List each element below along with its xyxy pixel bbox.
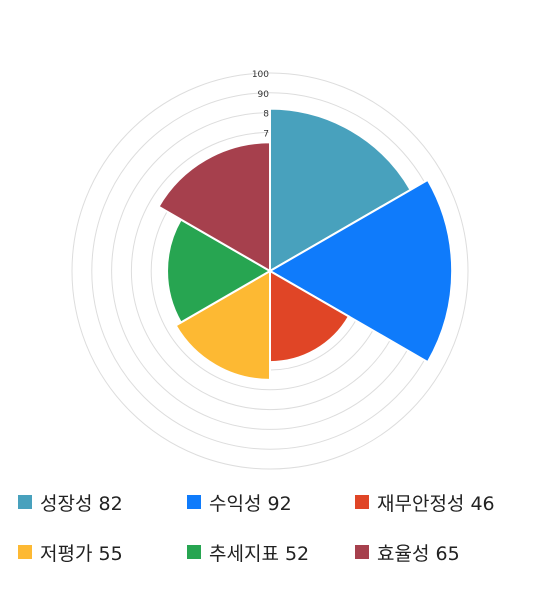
legend-label: 성장성 82: [40, 492, 123, 515]
legend-swatch: [187, 545, 201, 559]
legend-label: 효율성 65: [377, 542, 460, 565]
tick-label: 8: [263, 110, 269, 120]
legend-item-profitability[interactable]: 수익성 92: [187, 488, 292, 516]
polar-area-chart: 7 8 90 100: [71, 70, 469, 470]
legend-item-financial-stability[interactable]: 재무안정성 46: [355, 488, 495, 516]
slice-growth[interactable]: [269, 107, 412, 273]
tick-label: 7: [263, 129, 269, 139]
legend-swatch: [355, 495, 369, 509]
legend-swatch: [187, 495, 201, 509]
tick-layer: 7 8 90 100: [252, 70, 269, 139]
slice-financial-stability[interactable]: [269, 269, 351, 364]
legend-swatch: [355, 545, 369, 559]
legend-swatch: [18, 545, 32, 559]
legend-label: 수익성 92: [209, 492, 292, 515]
tick-label: 100: [252, 70, 269, 80]
legend-item-undervaluation[interactable]: 저평가 55: [18, 538, 123, 566]
slice-undervaluation[interactable]: [174, 269, 271, 381]
slice-profitability[interactable]: [267, 178, 454, 364]
legend-label: 추세지표 52: [209, 542, 310, 565]
slice-layer: [157, 107, 454, 381]
legend-label: 재무안정성 46: [377, 492, 495, 515]
slice-trend-indicator[interactable]: [166, 218, 273, 324]
legend-item-growth[interactable]: 성장성 82: [18, 488, 123, 516]
tick-label: 90: [258, 90, 270, 100]
legend-label: 저평가 55: [40, 542, 123, 565]
legend-swatch: [18, 495, 32, 509]
grid-ring: [71, 72, 469, 470]
legend-item-trend-indicator[interactable]: 추세지표 52: [187, 538, 309, 566]
slice-efficiency[interactable]: [157, 141, 271, 273]
legend-item-efficiency[interactable]: 효율성 65: [355, 538, 460, 566]
